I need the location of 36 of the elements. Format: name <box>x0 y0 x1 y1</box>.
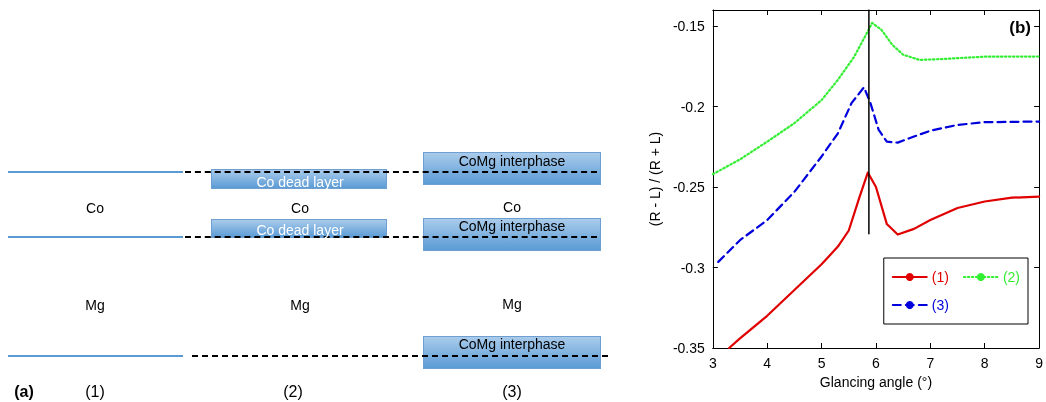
line-series <box>728 171 1041 350</box>
line-series <box>711 21 1041 176</box>
text: Co <box>291 200 309 216</box>
text: Mg <box>85 297 105 313</box>
x-tick-label: 4 <box>763 355 772 371</box>
text: CoMg interphase <box>458 336 566 352</box>
x-tick-label: 6 <box>872 355 881 371</box>
y-tick-label: -0.15 <box>672 18 706 35</box>
x-tick-label: 7 <box>926 355 935 371</box>
text: (b) <box>1009 18 1032 37</box>
x-tick-label: 9 <box>1035 355 1044 371</box>
legend-label: (3) <box>931 297 949 313</box>
text: Co <box>86 200 104 216</box>
line-series <box>717 86 1041 263</box>
text: CoMg interphase <box>458 153 566 169</box>
y-tick-label: -0.2 <box>680 98 706 115</box>
text: Co dead layer <box>256 174 344 190</box>
x-tick-label: 5 <box>817 355 826 371</box>
legend-label: (2) <box>1002 269 1021 285</box>
x-tick-label: 3 <box>708 355 717 371</box>
legend-label: (1) <box>931 269 949 285</box>
text: (3) <box>502 383 522 401</box>
x-tick-label: 8 <box>980 355 989 371</box>
y-tick-label: -0.35 <box>672 340 706 356</box>
text: (2) <box>283 383 303 401</box>
text: CoMg interphase <box>458 218 566 234</box>
text: (a) <box>14 383 34 401</box>
text: Co <box>503 199 521 215</box>
text: Mg <box>502 296 522 312</box>
x-axis-title: Glancing angle (°) <box>819 373 933 390</box>
y-tick-label: -0.25 <box>672 179 706 196</box>
y-tick-label: -0.3 <box>680 259 706 276</box>
text: (1) <box>85 383 105 401</box>
text: Mg <box>290 297 310 313</box>
text: Co dead layer <box>256 222 344 238</box>
y-axis-title: (R - L) / (R + L) <box>647 131 663 227</box>
